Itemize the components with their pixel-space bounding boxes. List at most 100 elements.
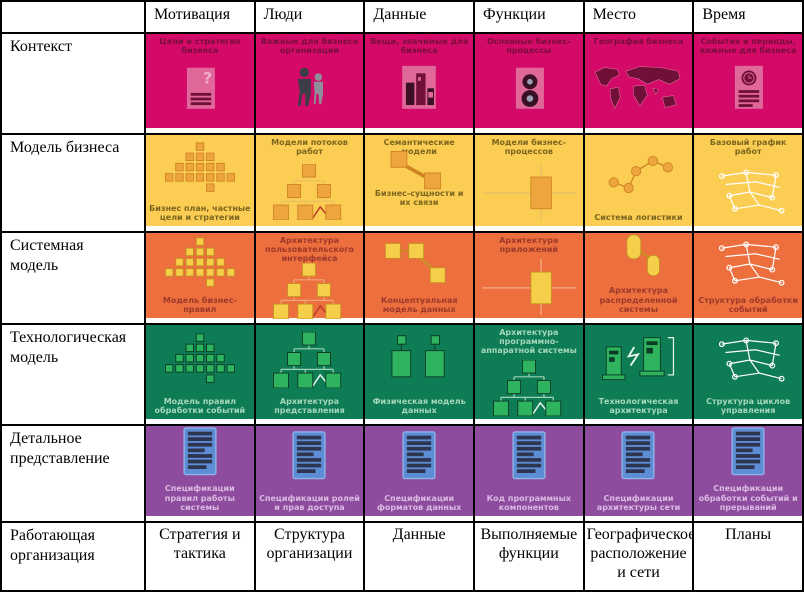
sketch-icon — [694, 325, 802, 396]
doc-gears-icon — [475, 56, 583, 128]
svg-text:?: ? — [203, 69, 212, 88]
cell-caption: Технологическая архитектура — [598, 396, 679, 415]
org-chart-icon — [256, 157, 364, 226]
corner-cell — [2, 2, 144, 32]
cell-caption: Спецификации ролей и прав доступа — [259, 493, 360, 512]
spec-doc-icon — [146, 426, 254, 483]
matrix-cell-r1-c0: Бизнес план, частные цели и стратегии — [146, 135, 254, 231]
matrix-cell-r0-c3: Основные бизнес-процессы — [474, 34, 583, 133]
pyramid-icon — [146, 135, 254, 203]
cell-caption: Код программных компонентов — [486, 493, 571, 512]
cell-caption: Вещи, значимые для бизнеса — [370, 37, 469, 56]
matrix-cell-r3-c0: Модель правил обработки событий — [146, 325, 254, 424]
column-header-4: Место — [584, 2, 693, 32]
row-label-3: Технологическая модель — [2, 325, 144, 424]
matrix-cell-r2-c4: Архитектура распределенной системы — [584, 233, 693, 323]
entity-chain-icon — [365, 233, 473, 295]
cell-caption: Архитектура распределенной системы — [599, 286, 678, 314]
matrix-cell-r4-c3: Код программных компонентов — [474, 426, 583, 521]
tech-towers-icon — [585, 325, 693, 396]
tile-spacer — [365, 209, 473, 226]
matrix-cell-r2-c1: Архитектура пользовательского интерфейса — [255, 233, 364, 323]
matrix-tile: Код программных компонентов — [474, 426, 583, 516]
matrix-tile: Структура циклов управления — [694, 325, 802, 419]
matrix-cell-r1-c2: Семантические модели Бизнес-сущности и и… — [365, 135, 473, 231]
cell-caption: События и периоды, важные для бизнеса — [699, 37, 797, 56]
cell-caption: Физическая модель данных — [372, 396, 466, 415]
matrix-tile: Архитектура распределенной системы — [584, 233, 693, 318]
org-chart-icon — [475, 357, 583, 419]
footer-cell-0: Стратегия и тактика — [146, 523, 254, 590]
matrix-cell-r1-c5: Базовый график работ — [694, 135, 802, 231]
matrix-tile: Цели и стратегия бизнеса ? — [146, 34, 254, 128]
matrix-cell-r4-c4: Спецификации архитектуры сети — [584, 426, 693, 521]
matrix-tile: Спецификации архитектуры сети — [584, 426, 693, 516]
matrix-cell-r4-c1: Спецификации ролей и прав доступа — [255, 426, 364, 521]
matrix-cell-r0-c1: Важные для бизнеса организации — [255, 34, 364, 133]
matrix-cell-r3-c3: Архитектура программно-аппаратной систем… — [474, 325, 583, 424]
matrix-tile: Семантические модели Бизнес-сущности и и… — [365, 135, 473, 226]
sketch-icon — [694, 157, 802, 226]
row-label-4: Детальное представление — [2, 426, 144, 521]
cell-caption: Семантические модели — [383, 138, 455, 157]
capsules-icon — [585, 233, 693, 285]
spec-doc-icon — [475, 426, 583, 493]
cell-caption: Базовый график работ — [709, 138, 787, 157]
matrix-cell-r1-c4: Система логистики — [584, 135, 693, 231]
matrix-tile: События и периоды, важные для бизнеса — [694, 34, 802, 128]
cell-caption: Архитектура представления — [274, 396, 345, 415]
matrix-cell-r2-c0: Модель бизнес-правил — [146, 233, 254, 323]
org-chart-icon — [256, 325, 364, 396]
matrix-tile: Спецификации форматов данных — [365, 426, 473, 516]
row-label-1: Модель бизнеса — [2, 135, 144, 231]
matrix-cell-r3-c2: Физическая модель данных — [365, 325, 473, 424]
people-icon — [256, 56, 364, 128]
matrix-tile: Структура обработки событий — [694, 233, 802, 318]
matrix-tile: Архитектура пользовательского интерфейса — [255, 233, 364, 320]
cell-caption: Архитектура приложений — [499, 236, 559, 255]
sketch-icon — [694, 233, 802, 295]
footer-cell-2: Данные — [365, 523, 473, 590]
network-nodes-icon — [585, 135, 693, 212]
column-header-1: Люди — [255, 2, 364, 32]
cell-caption: Спецификации форматов данных — [376, 493, 462, 512]
matrix-cell-r3-c5: Структура циклов управления — [694, 325, 802, 424]
doc-clock-icon — [694, 56, 802, 128]
world-map-icon — [585, 47, 693, 128]
process-cross-icon — [475, 157, 583, 226]
matrix-tile: Модели потоков работ — [255, 135, 364, 226]
spec-doc-icon — [256, 426, 364, 493]
cell-caption: Структура обработки событий — [698, 295, 798, 314]
cell-caption: Спецификации правил работы системы — [164, 484, 235, 512]
matrix-cell-r4-c0: Спецификации правил работы системы — [146, 426, 254, 521]
spec-doc-icon — [585, 426, 693, 493]
cell-caption: Концептуальная модель данных — [380, 295, 458, 314]
physical-data-icon — [365, 325, 473, 396]
spec-doc-icon — [694, 426, 802, 483]
cell-caption: Архитектура программно-аппаратной систем… — [480, 328, 577, 356]
matrix-cell-r0-c2: Вещи, значимые для бизнеса — [365, 34, 473, 133]
matrix-tile: Физическая модель данных — [365, 325, 473, 419]
cell-caption: Цели и стратегия бизнеса — [159, 37, 241, 56]
cell-caption: Основные бизнес-процессы — [487, 37, 571, 56]
matrix-tile: Система логистики — [584, 135, 693, 226]
matrix-tile: География бизнеса — [584, 34, 693, 128]
column-header-0: Мотивация — [146, 2, 254, 32]
footer-cell-5: Планы — [694, 523, 802, 590]
cell-caption: Структура циклов управления — [706, 396, 791, 415]
matrix-tile: Основные бизнес-процессы — [474, 34, 583, 128]
cell-caption: Спецификации обработки событий и прерыва… — [698, 484, 798, 512]
column-header-2: Данные — [365, 2, 473, 32]
matrix-tile: Модель бизнес-правил — [146, 233, 254, 318]
cell-caption: Архитектура пользовательского интерфейса — [265, 236, 354, 264]
matrix-tile: Спецификации ролей и прав доступа — [255, 426, 364, 516]
footer-cell-1: Структура организации — [255, 523, 364, 590]
matrix-cell-r2-c2: Концептуальная модель данных — [365, 233, 473, 323]
matrix-cell-r0-c5: События и периоды, важные для бизнеса — [694, 34, 802, 133]
cell-caption: Модели бизнес-процессов — [491, 138, 567, 157]
matrix-tile: Спецификации обработки событий и прерыва… — [694, 426, 802, 516]
buildings-icon — [365, 56, 473, 128]
matrix-cell-r0-c4: География бизнеса — [584, 34, 693, 133]
matrix-tile: Архитектура представления — [255, 325, 364, 419]
matrix-cell-r1-c3: Модели бизнес-процессов — [474, 135, 583, 231]
